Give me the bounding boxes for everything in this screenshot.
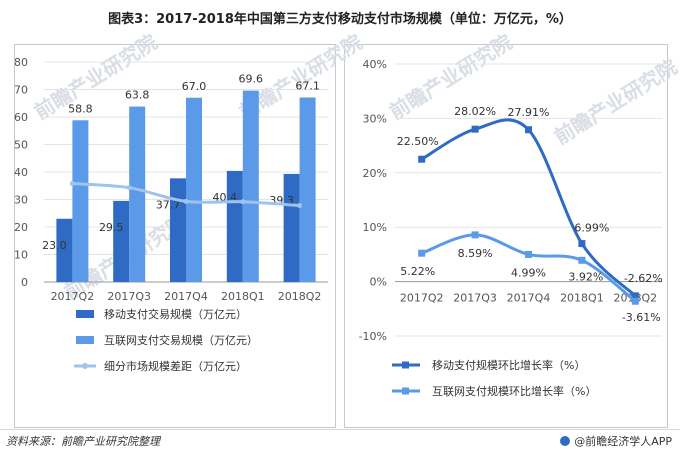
right-line-chart: -10% 0% 10% 20% 30% 40% 2017Q2 2017Q3 2017Q4 2018… xyxy=(359,58,663,398)
gap-point xyxy=(126,185,132,191)
series-marker xyxy=(578,256,586,264)
bar-mobile xyxy=(226,170,243,282)
y-tick-label: 10 xyxy=(14,249,28,262)
x-tick-label: 2018Q2 xyxy=(278,290,322,303)
watermark-text: 前瞻产业研究院 xyxy=(385,30,516,125)
y-tick-label: 70 xyxy=(14,84,28,97)
series-marker xyxy=(525,126,532,134)
series-marker xyxy=(631,292,639,300)
brand-credit: @前瞻经济学人APP xyxy=(560,433,672,449)
y-tick-label: 60 xyxy=(14,111,28,124)
data-label-mobile: 29.5 xyxy=(99,221,124,234)
y-tick-label: 20% xyxy=(363,167,387,180)
data-label-internet: 4.99% xyxy=(511,266,546,279)
series-marker xyxy=(471,125,479,133)
x-tick-label: 2017Q4 xyxy=(507,292,551,305)
y-tick-label: 40 xyxy=(14,166,28,179)
x-tick-label: 2017Q3 xyxy=(453,292,497,305)
watermark-text: 前瞻产业研究院 xyxy=(550,55,680,150)
series-marker xyxy=(631,297,639,305)
data-label-mobile: 28.02% xyxy=(454,105,496,118)
y-tick-label: 30 xyxy=(14,194,28,207)
data-label-internet: 67.0 xyxy=(182,80,207,93)
series-marker xyxy=(525,250,532,258)
y-tick-label: 30% xyxy=(363,112,387,125)
data-label-internet: 3.92% xyxy=(568,270,603,283)
data-label-internet: 67.1 xyxy=(295,79,320,92)
data-label-internet: 8.59% xyxy=(458,247,493,260)
brand-text: @前瞻经济学人APP xyxy=(574,435,672,448)
x-tick-label: 2018Q1 xyxy=(560,292,604,305)
bar-internet xyxy=(242,90,259,282)
charts-canvas: 前瞻产业研究院前瞻产业研究院前瞻产业研究院前瞻产业研究院前瞻产业研究院 0102… xyxy=(14,30,680,398)
x-tick-label: 2018Q1 xyxy=(221,290,265,303)
bar-internet xyxy=(299,97,316,282)
bar-mobile xyxy=(56,218,73,282)
y-tick-label: 40% xyxy=(363,58,387,71)
data-label-mobile: 22.50% xyxy=(397,135,439,148)
legend-marker xyxy=(82,363,88,369)
chart-title: 图表3：2017-2018年中国第三方支付移动支付市场规模（单位：万亿元，%） xyxy=(108,12,572,27)
legend-label: 移动支付交易规模（万亿元） xyxy=(104,307,247,321)
series-marker xyxy=(418,155,426,163)
x-tick-label: 2017Q2 xyxy=(400,292,444,305)
x-tick-label: 2017Q2 xyxy=(51,290,95,303)
data-label-mobile: 27.91% xyxy=(508,106,550,119)
gap-point xyxy=(69,181,75,187)
series-marker xyxy=(418,249,426,257)
gap-point xyxy=(297,203,303,209)
data-label-mobile: 37.7 xyxy=(156,198,181,211)
y-tick-label: 20 xyxy=(14,221,28,234)
data-label-internet: 5.22% xyxy=(400,265,435,278)
y-tick-label: 0% xyxy=(370,276,387,289)
series-marker xyxy=(578,240,586,248)
x-tick-label: 2017Q3 xyxy=(107,290,151,303)
y-tick-label: 80 xyxy=(14,56,28,69)
bar-internet xyxy=(72,120,89,282)
source-note: 资料来源：前瞻产业研究院整理 xyxy=(6,435,160,448)
data-label-mobile: 23.0 xyxy=(42,239,67,252)
legend-swatch xyxy=(76,336,94,344)
y-tick-label: 0 xyxy=(21,276,28,289)
legend-label: 移动支付规模环比增长率（%） xyxy=(432,358,585,372)
gap-point xyxy=(240,199,246,205)
y-tick-label: 10% xyxy=(363,221,387,234)
legend-marker xyxy=(402,361,409,369)
series-line-mobile xyxy=(420,118,637,297)
left-bar-chart: 0 10 20 30 40 50 60 70 80 2017Q2 2017Q3 2017Q4 2018Q… xyxy=(14,56,328,373)
gap-point xyxy=(183,198,189,204)
data-label-mobile: 6.99% xyxy=(574,222,609,235)
data-label-mobile: -2.62% xyxy=(624,272,663,285)
y-tick-label: 50 xyxy=(14,139,28,152)
brand-logo-icon xyxy=(560,436,571,446)
legend-swatch xyxy=(76,310,94,318)
legend-label: 互联网支付规模环比增长率（%） xyxy=(432,384,596,398)
data-label-internet: 63.8 xyxy=(125,89,150,102)
y-tick-label: -10% xyxy=(359,330,387,343)
series-marker xyxy=(471,231,479,239)
bar-mobile xyxy=(283,173,300,282)
legend-label: 互联网支付交易规模（万亿元） xyxy=(104,333,258,347)
data-label-internet: -3.61% xyxy=(622,311,661,324)
bar-mobile xyxy=(113,200,130,282)
bar-internet xyxy=(186,97,202,282)
legend-marker xyxy=(402,387,409,395)
data-label-internet: 69.6 xyxy=(239,73,264,86)
data-label-internet: 58.8 xyxy=(68,102,93,115)
bar-internet xyxy=(129,106,146,282)
footer-divider xyxy=(0,429,680,430)
x-tick-label: 2017Q4 xyxy=(164,290,208,303)
bar-mobile xyxy=(170,178,186,282)
legend-label: 细分市场规模差距（万亿元） xyxy=(104,359,247,373)
